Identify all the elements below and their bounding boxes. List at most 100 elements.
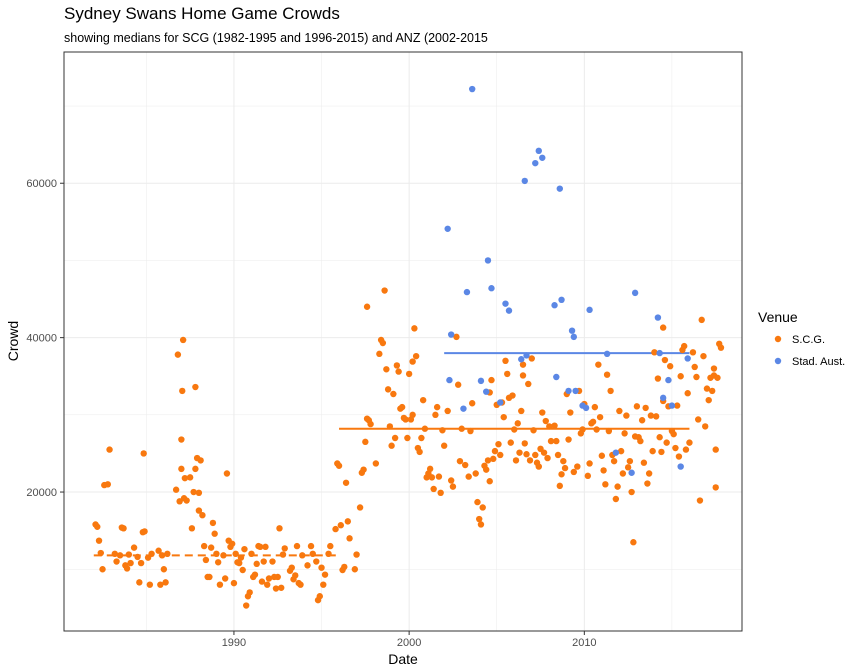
data-point	[367, 420, 374, 428]
data-point	[444, 407, 451, 415]
data-point	[304, 562, 311, 569]
data-point	[386, 423, 394, 430]
data-point	[398, 403, 406, 411]
data-point	[405, 370, 413, 378]
data-point	[181, 474, 189, 482]
legend-label-scg: S.C.G.	[792, 334, 825, 346]
data-point	[307, 542, 315, 550]
data-point	[654, 375, 662, 382]
data-point	[360, 466, 367, 473]
data-point	[500, 413, 507, 421]
data-point	[551, 302, 558, 309]
data-point	[710, 365, 718, 372]
data-point	[507, 439, 514, 446]
data-point	[516, 449, 523, 456]
data-point	[404, 434, 411, 442]
data-point	[484, 457, 492, 464]
data-point	[125, 551, 133, 558]
data-point	[518, 356, 525, 363]
data-point	[116, 552, 124, 559]
data-point	[393, 362, 401, 369]
data-point	[353, 551, 360, 558]
data-point	[325, 550, 332, 557]
data-point	[363, 303, 371, 310]
data-point	[567, 409, 574, 416]
data-point	[460, 405, 467, 412]
data-point	[179, 387, 186, 395]
data-point	[600, 467, 607, 474]
data-point	[665, 376, 672, 384]
data-point	[264, 581, 271, 588]
data-point	[505, 307, 513, 314]
data-point	[528, 355, 535, 362]
data-point	[276, 525, 283, 532]
data-point	[111, 550, 119, 557]
data-point	[332, 525, 339, 533]
data-point	[469, 400, 476, 407]
data-point	[703, 385, 711, 392]
data-point	[381, 287, 388, 294]
data-point	[525, 380, 532, 388]
data-point	[362, 438, 369, 446]
data-point	[269, 558, 276, 565]
data-point	[628, 469, 635, 476]
data-point	[696, 497, 704, 504]
data-point	[207, 544, 215, 551]
axes: 1990 2000 2010 20000 40000 60000	[26, 178, 596, 649]
data-point	[640, 459, 648, 466]
data-point	[309, 550, 316, 557]
data-point	[318, 564, 325, 571]
data-point	[299, 552, 306, 559]
data-point	[214, 559, 222, 566]
data-point	[572, 387, 579, 395]
data-point	[178, 436, 185, 443]
data-point	[686, 439, 693, 446]
data-point	[346, 535, 353, 542]
data-point	[213, 550, 220, 557]
data-point	[395, 368, 402, 375]
data-point	[411, 325, 418, 332]
data-point	[556, 185, 563, 192]
data-point	[467, 427, 474, 435]
data-point	[134, 553, 141, 561]
data-point	[561, 464, 569, 472]
data-point	[162, 579, 169, 586]
data-point	[654, 314, 662, 321]
data-point	[341, 563, 348, 571]
data-point	[439, 427, 446, 434]
data-point	[638, 417, 646, 424]
data-point	[474, 498, 481, 506]
data-point	[293, 542, 301, 550]
chart-subtitle: showing medians for SCG (1982-1995 and 1…	[64, 31, 488, 45]
data-point	[278, 584, 285, 591]
data-point	[292, 572, 299, 579]
data-point	[502, 357, 509, 364]
data-point	[705, 396, 712, 404]
chart-title: Sydney Swans Home Game Crowds	[64, 4, 340, 23]
y-tick-label: 40000	[26, 333, 57, 345]
data-point	[220, 552, 227, 559]
data-point	[472, 470, 479, 477]
data-point	[504, 370, 511, 378]
data-point	[433, 403, 441, 411]
data-point	[610, 457, 618, 465]
data-point	[342, 479, 350, 486]
data-point	[447, 331, 455, 338]
data-point	[440, 442, 448, 449]
data-point	[123, 565, 131, 572]
data-point	[97, 549, 104, 557]
data-point	[616, 407, 623, 415]
data-point	[469, 85, 476, 93]
legend-key-stad-aust	[774, 357, 782, 365]
data-point	[677, 463, 684, 470]
data-point	[603, 371, 611, 378]
data-point	[651, 349, 658, 356]
data-point	[709, 387, 716, 395]
data-point	[521, 440, 528, 447]
data-point	[120, 525, 127, 532]
data-point	[199, 512, 206, 519]
data-point	[344, 518, 352, 525]
data-point	[695, 416, 702, 423]
data-point	[680, 342, 688, 350]
data-point	[484, 257, 492, 264]
